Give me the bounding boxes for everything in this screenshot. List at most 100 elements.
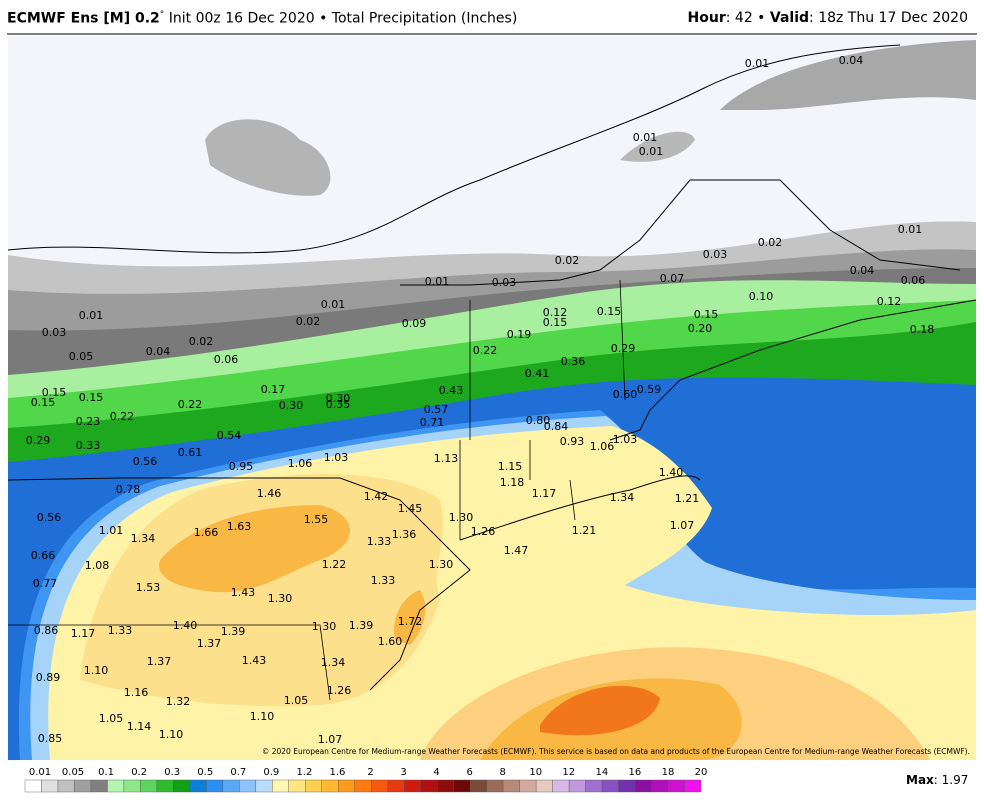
- value-label: 0.22: [473, 344, 498, 357]
- value-label: 0.10: [749, 290, 774, 303]
- value-label: 0.02: [758, 236, 783, 249]
- value-label: 0.01: [425, 275, 450, 288]
- value-label: 0.33: [76, 439, 101, 452]
- valid-label: Valid: [769, 10, 810, 26]
- colorbar-swatch: [469, 779, 487, 793]
- value-label: 0.60: [613, 388, 638, 401]
- colorbar-label: 18: [662, 767, 675, 778]
- colorbar-label: 10: [529, 767, 542, 778]
- colorbar-swatch: [618, 779, 636, 793]
- value-label: 1.10: [84, 664, 109, 677]
- value-label: 0.12: [543, 306, 568, 319]
- colorbar-swatch: [107, 779, 125, 793]
- max-text: Max: 1.97: [906, 773, 968, 787]
- colorbar-swatch: [255, 779, 273, 793]
- colorbar-label: 14: [595, 767, 608, 778]
- value-label: 1.53: [136, 581, 161, 594]
- value-label: 0.15: [79, 391, 104, 404]
- value-label: 1.37: [197, 637, 222, 650]
- value-label: 0.93: [560, 435, 585, 448]
- value-label: 1.14: [127, 720, 152, 733]
- value-label: 0.84: [544, 420, 569, 433]
- value-label: 0.06: [901, 274, 926, 287]
- colorbar-swatch: [486, 779, 504, 793]
- valid-value: : 18z Thu 17 Dec 2020: [809, 10, 968, 26]
- colorbar-label: 0.3: [164, 767, 180, 778]
- colorbar-swatch: [371, 779, 388, 793]
- value-label: 0.07: [660, 272, 685, 285]
- colorbar-swatch: [634, 779, 652, 793]
- value-label: 0.02: [555, 254, 580, 267]
- colorbar-swatch: [140, 779, 158, 793]
- value-label: 1.21: [675, 492, 700, 505]
- value-label: 0.17: [261, 383, 286, 396]
- colorbar-swatch: [404, 779, 421, 793]
- colorbar-swatch: [288, 779, 306, 793]
- colorbar-swatch: [41, 779, 59, 793]
- colorbar-label: 12: [562, 767, 575, 778]
- colorbar-swatch: [585, 779, 603, 793]
- colorbar-swatch: [222, 779, 240, 793]
- value-label: 1.72: [398, 615, 423, 628]
- value-label: 0.43: [439, 384, 464, 397]
- value-label: 1.43: [242, 654, 267, 667]
- value-label: 0.22: [110, 410, 135, 423]
- value-label: 0.35: [326, 398, 351, 411]
- colorbar-swatch: [436, 779, 454, 793]
- value-label: 0.15: [31, 396, 56, 409]
- value-label: 1.07: [670, 519, 695, 532]
- value-label: 0.04: [146, 345, 171, 358]
- value-label: 0.66: [31, 549, 56, 562]
- colorbar-swatch: [338, 779, 355, 793]
- value-label: 0.36: [561, 355, 586, 368]
- value-label: 0.19: [507, 328, 532, 341]
- colorbar-label: 2: [367, 767, 373, 778]
- max-label: Max: [906, 773, 934, 787]
- value-label: 1.40: [659, 466, 684, 479]
- copyright: © 2020 European Centre for Medium-range …: [262, 747, 970, 756]
- degree: °: [159, 10, 165, 20]
- value-label: 0.59: [637, 383, 662, 396]
- value-label: 1.30: [449, 511, 474, 524]
- value-label: 1.60: [378, 635, 403, 648]
- colorbar-swatch: [387, 779, 405, 793]
- value-label: 1.55: [304, 513, 329, 526]
- value-label: 0.01: [639, 145, 664, 158]
- value-label: 0.03: [42, 326, 67, 339]
- value-label: 1.07: [318, 733, 343, 746]
- title: ECMWF Ens [M] 0.2° Init 00z 16 Dec 2020 …: [7, 10, 517, 27]
- colorbar-swatch: [239, 779, 257, 793]
- value-label: 1.15: [498, 460, 523, 473]
- value-label: 1.21: [572, 524, 597, 537]
- value-label: 0.15: [694, 308, 719, 321]
- colorbar-swatch: [173, 779, 191, 793]
- value-label: 1.34: [131, 532, 156, 545]
- colorbar-swatch: [552, 779, 570, 793]
- hour-label: Hour: [687, 10, 726, 26]
- colorbar-label: 1.6: [329, 767, 345, 778]
- value-label: 0.89: [36, 671, 61, 684]
- colorbar-label: 0.01: [29, 767, 51, 778]
- value-label: 0.01: [745, 57, 770, 70]
- colorbar-label: 0.2: [131, 767, 147, 778]
- value-label: 1.22: [322, 558, 347, 571]
- value-label: 0.56: [37, 511, 62, 524]
- colorbar-swatch: [568, 779, 586, 793]
- valid-time: Hour: 42 • Valid: 18z Thu 17 Dec 2020: [688, 10, 968, 26]
- value-label: 0.71: [420, 416, 445, 429]
- colorbar-label: 8: [500, 767, 506, 778]
- colorbar-swatch: [123, 779, 141, 793]
- colorbar-swatch: [420, 779, 438, 793]
- value-label: 0.23: [76, 415, 101, 428]
- value-label: 0.01: [79, 309, 104, 322]
- colorbar-swatch: [305, 779, 322, 793]
- colorbar-swatch: [667, 779, 685, 793]
- value-label: 0.15: [543, 316, 568, 329]
- value-label: 0.20: [688, 322, 713, 335]
- value-label: 1.01: [99, 524, 124, 537]
- colorbar-swatch: [502, 779, 520, 793]
- title-rest: Init 00z 16 Dec 2020 • Total Precipitati…: [168, 10, 518, 27]
- value-label: 1.26: [471, 525, 496, 538]
- value-label: 0.15: [597, 305, 622, 318]
